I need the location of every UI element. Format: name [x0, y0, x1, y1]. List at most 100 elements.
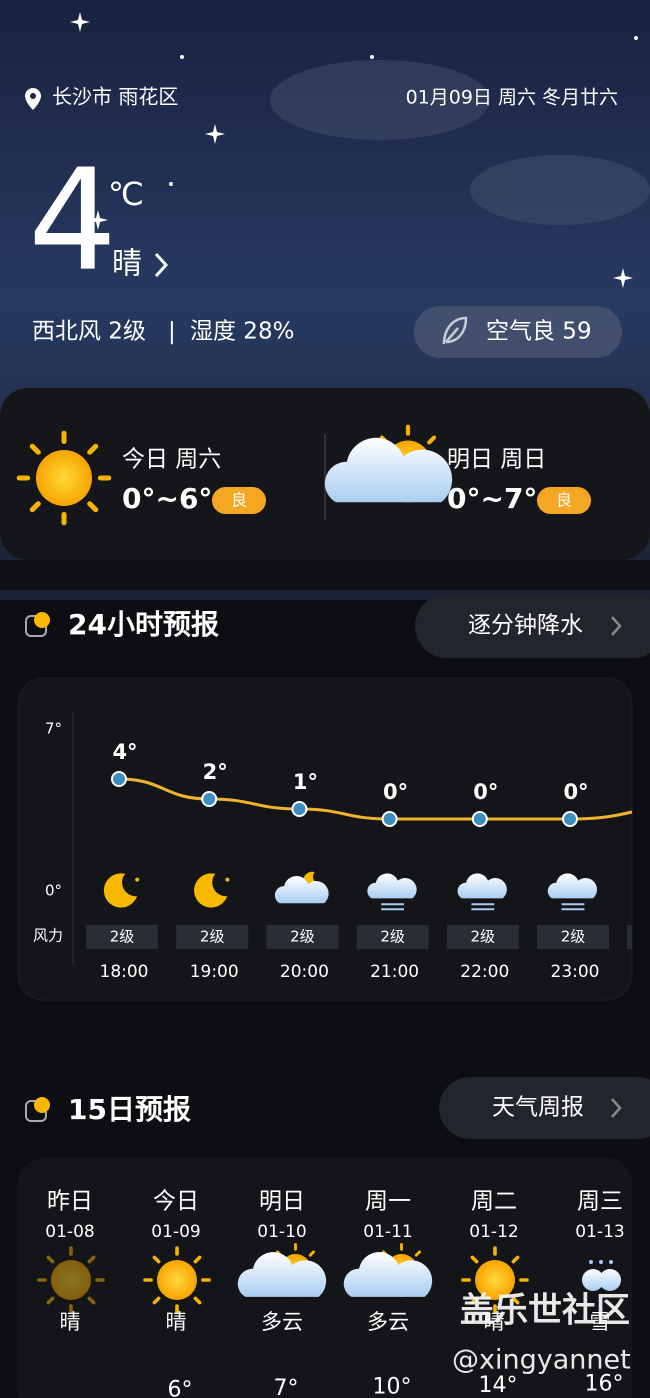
wind-badge: [86, 925, 158, 949]
separator: |: [168, 319, 176, 345]
wind-level: 2级: [110, 928, 135, 946]
precip-button[interactable]: [415, 594, 650, 658]
watermark: 盖乐世社区: [460, 1291, 630, 1331]
cloud: [367, 873, 417, 899]
weather-icon: [343, 1242, 433, 1298]
wind-level: 2级: [380, 928, 405, 946]
cloud: [547, 873, 598, 899]
temp-range: 0°~7°: [447, 482, 537, 515]
chevron: [611, 616, 622, 636]
quality-badge: [537, 487, 591, 514]
sun-ray: [193, 1255, 202, 1264]
weather-icon: [582, 1260, 621, 1291]
day-name: 今日: [153, 1189, 199, 1215]
quality-badge: [212, 487, 266, 514]
weather-icon: [547, 873, 598, 911]
sun: [36, 450, 92, 506]
sun-ray: [511, 1255, 520, 1264]
location[interactable]: 长沙市 雨花区: [52, 85, 178, 109]
temp-label: 0°: [563, 780, 588, 804]
weather-icon: [274, 871, 329, 904]
temp-label: 4°: [112, 740, 137, 764]
sun-ray: [470, 1296, 479, 1305]
time-label: 18:00: [100, 962, 149, 982]
humidity: 湿度 28%: [190, 319, 294, 345]
day-name: 周二: [471, 1189, 517, 1215]
chevron: [154, 252, 169, 278]
weather-icon: [37, 1246, 105, 1314]
axis-label: 0°: [45, 882, 62, 900]
quality-label: 良: [231, 491, 247, 510]
sun: [475, 1260, 515, 1300]
sun-ray: [414, 1250, 422, 1257]
weekly-button[interactable]: [439, 1077, 650, 1139]
day-temp: 7°: [274, 1376, 299, 1398]
snow-dot: [609, 1260, 613, 1264]
weather-icon: [324, 424, 453, 503]
button-label[interactable]: 逐分钟降水: [468, 613, 583, 639]
spacer: [0, 560, 650, 590]
section-icon: [25, 1097, 50, 1122]
cloud: [582, 1269, 604, 1291]
day-condition: 多云: [261, 1310, 303, 1334]
location-icon: [25, 88, 41, 110]
temp-point: [562, 811, 578, 827]
axis-label: 7°: [45, 720, 62, 738]
wind-level: 2级: [471, 928, 496, 946]
time-label: 22:00: [460, 962, 509, 982]
star: [135, 877, 140, 882]
sun-ray: [511, 1296, 520, 1305]
day-date: 01-08: [45, 1222, 94, 1242]
cloud: [237, 1252, 327, 1297]
temp-point: [291, 801, 308, 817]
day-temp: 6°: [168, 1378, 193, 1398]
weather-icon: [367, 873, 417, 911]
chevron: [611, 1098, 622, 1118]
cloud: [343, 1252, 433, 1297]
star: [225, 877, 230, 882]
wind-level: 2级: [290, 928, 315, 946]
day-condition: 晴: [484, 1310, 505, 1334]
wind-badge: [356, 925, 429, 949]
wind-label: 风力: [33, 927, 63, 945]
wind: 西北风 2级: [32, 319, 146, 345]
temp-label: 0°: [383, 780, 408, 804]
weather-icon: [194, 873, 230, 908]
temp-range: 0°~6°: [122, 482, 212, 515]
leaf-icon: [442, 316, 468, 345]
air-quality[interactable]: 空气良 59: [486, 319, 592, 345]
time-label: 23:00: [551, 962, 600, 982]
sun-ray: [46, 1296, 55, 1305]
weather-icon: [457, 873, 507, 911]
sun-ray: [193, 1296, 202, 1305]
button-label[interactable]: 天气周报: [492, 1095, 584, 1121]
section-title: 15日预报: [68, 1093, 191, 1126]
section-title: 24小时预报: [68, 608, 219, 641]
wind-badge: [176, 925, 249, 949]
day-name: 周一: [365, 1189, 411, 1215]
day-name: 昨日: [47, 1189, 93, 1215]
sun-ray: [87, 443, 99, 455]
sun: [157, 1260, 197, 1300]
time-label: 21:00: [370, 962, 419, 982]
sun-ray: [87, 1255, 96, 1264]
cloud: [274, 876, 329, 904]
current-temp: 4: [28, 140, 117, 303]
day-date: 01-10: [257, 1222, 306, 1242]
section-icon: [25, 612, 50, 637]
wind-badge: [266, 925, 339, 949]
day-temp: 16°: [585, 1372, 624, 1397]
weather-icon: [461, 1246, 529, 1314]
day-temp: 14°: [479, 1373, 518, 1398]
day-date: 01-13: [575, 1222, 624, 1242]
sun-ray: [87, 1296, 96, 1305]
wind-badge: [537, 925, 609, 949]
moon: [103, 873, 138, 908]
sun-ray: [87, 501, 99, 513]
wind-level: 2级: [561, 928, 586, 946]
day-label: 明日 周日: [447, 447, 546, 473]
condition[interactable]: 晴: [112, 247, 142, 282]
wind-level: 2级: [200, 928, 225, 946]
